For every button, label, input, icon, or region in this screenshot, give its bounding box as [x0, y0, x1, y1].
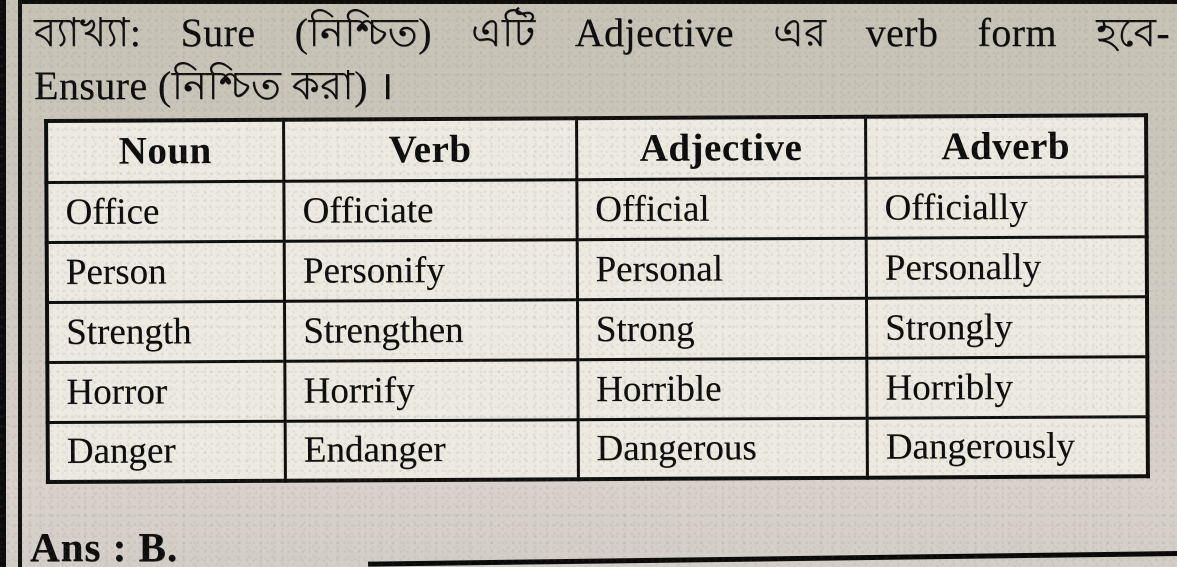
table-row: Horror Horrify Horrible Horribly	[47, 356, 1148, 422]
table-cell: Personal	[576, 237, 867, 300]
table-cell: Personify	[284, 239, 578, 301]
word-forms-table: Noun Verb Adjective Adverb Office Offici…	[44, 113, 1150, 484]
table-cell: Strengthen	[284, 299, 578, 361]
page-edge-rule-inner	[18, 0, 22, 567]
table-row: Strength Strengthen Strong Strongly	[47, 296, 1148, 362]
table-cell: Danger	[47, 420, 286, 482]
table-cell: Strongly	[866, 296, 1148, 358]
table-cell: Officially	[865, 176, 1147, 238]
table-cell: Horrify	[284, 359, 578, 421]
column-header-verb: Verb	[283, 118, 577, 181]
table-row: Office Officiate Official Officially	[46, 176, 1147, 242]
table-cell: Office	[46, 180, 285, 242]
table-cell: Endanger	[285, 419, 579, 481]
table-cell: Officiate	[283, 179, 577, 241]
table-cell: Horrible	[577, 357, 868, 420]
table-row: Danger Endanger Dangerous Dangerously	[47, 416, 1148, 482]
answer-label: Ans : B.	[30, 524, 179, 567]
explanation-line-2: Ensure (নিশ্চিত করা) ।	[34, 63, 394, 108]
bottom-border-rule	[368, 551, 1177, 567]
table-row: Person Personify Personal Personally	[46, 236, 1147, 302]
table-cell: Strong	[577, 297, 867, 360]
table-header-row: Noun Verb Adjective Adverb	[46, 115, 1147, 182]
column-header-adverb: Adverb	[865, 115, 1147, 178]
top-border-rule	[22, 0, 1177, 4]
table-cell: Dangerous	[577, 417, 868, 480]
column-header-adjective: Adjective	[576, 116, 866, 180]
table-cell: Personally	[866, 236, 1147, 298]
page-edge-rule-outer	[0, 0, 6, 567]
table-cell: Horribly	[866, 356, 1148, 418]
explanation-block: ব্যাখ্যা: Sure (নিশ্চিত) এটি Adjective এ…	[34, 8, 1170, 111]
column-header-noun: Noun	[46, 119, 284, 182]
table-cell: Strength	[47, 300, 285, 362]
table-cell: Dangerously	[867, 416, 1148, 478]
table-cell: Person	[46, 240, 285, 302]
table-cell: Horror	[47, 360, 286, 422]
explanation-line-1: ব্যাখ্যা: Sure (নিশ্চিত) এটি Adjective এ…	[34, 10, 1170, 55]
table-cell: Official	[576, 177, 867, 240]
